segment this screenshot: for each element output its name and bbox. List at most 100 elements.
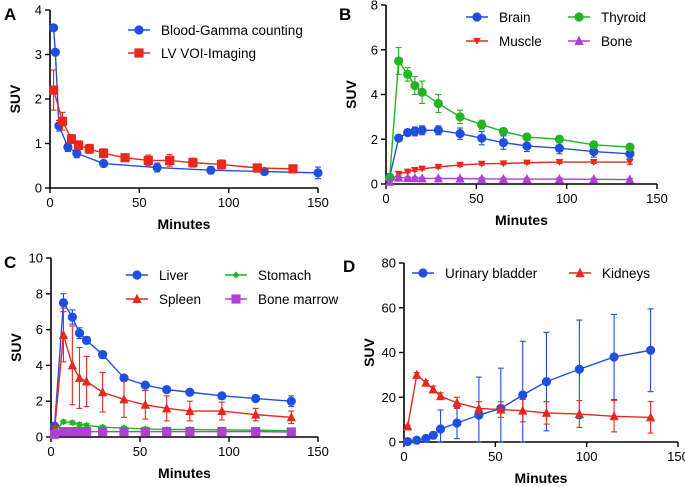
y-tick-label: 3	[35, 47, 42, 62]
data-point	[474, 403, 484, 413]
y-tick-label: 8	[371, 0, 378, 13]
data-point	[48, 23, 59, 33]
y-tick-label: 60	[382, 300, 396, 315]
panel-d: D 0 50 100 150 0 20 40 60 80 Minutes SUV Urinary bla…	[343, 256, 685, 487]
data-point	[403, 421, 413, 431]
x-tick-label: 50	[132, 195, 146, 210]
panel-label: B	[339, 5, 351, 24]
series-thyroid	[385, 46, 635, 184]
legend-label: Stomach	[258, 268, 311, 283]
data-point	[554, 173, 565, 184]
data-point	[589, 174, 599, 184]
data-point	[518, 390, 528, 400]
data-point	[217, 427, 227, 437]
y-tick-label: 80	[382, 256, 396, 271]
data-point	[646, 345, 656, 355]
legend-marker	[134, 48, 144, 58]
data-point	[82, 376, 92, 386]
legend-entry-spleen: Spleen	[126, 292, 201, 307]
x-tick-label: 150	[667, 449, 685, 464]
legend-marker	[473, 37, 481, 45]
series-line	[53, 300, 292, 427]
data-point	[496, 404, 506, 414]
data-point	[58, 298, 69, 308]
legend-label: Brain	[499, 10, 531, 25]
y-tick-label: 40	[382, 345, 396, 360]
y-axis-title: SUV	[361, 337, 377, 366]
y-tick-label: 2	[371, 132, 378, 147]
data-point	[410, 80, 420, 91]
data-point	[555, 158, 564, 166]
x-tick-label: 0	[47, 444, 54, 459]
data-point	[417, 173, 427, 183]
data-point	[119, 427, 129, 437]
data-point	[403, 436, 413, 447]
data-point	[140, 399, 150, 409]
y-tick-label: 20	[382, 390, 396, 405]
legend-label: Blood-Gamma counting	[161, 23, 303, 38]
data-point	[435, 390, 446, 401]
data-point	[410, 172, 420, 183]
data-point	[574, 408, 584, 419]
legend-label: Spleen	[159, 292, 201, 307]
data-point	[217, 405, 227, 416]
data-point	[99, 158, 109, 169]
data-point	[82, 427, 92, 437]
data-point	[625, 142, 635, 152]
legend-entry-bone: Bone	[568, 34, 633, 49]
panel-c: C 0 50 100 150 0 2 4 6 8 10 Minutes SUV Liver Spleen St…	[4, 251, 339, 482]
y-tick-label: 2	[35, 92, 42, 107]
x-tick-label: 150	[646, 191, 668, 206]
data-point	[84, 144, 94, 154]
legend-label: Kidneys	[602, 266, 650, 281]
data-point	[165, 155, 175, 166]
data-point	[574, 364, 584, 374]
y-tick-label: 4	[35, 3, 42, 18]
data-point	[499, 160, 508, 168]
x-tick-label: 0	[382, 191, 389, 206]
x-axis-title: Minutes	[495, 212, 548, 228]
data-point	[385, 176, 395, 186]
legend-entry-bone-marrow: Bone marrow	[225, 292, 339, 307]
data-point	[403, 168, 412, 176]
series-bone-marrow	[49, 427, 296, 439]
data-point	[251, 427, 261, 437]
data-point	[452, 397, 462, 407]
legend-entry-stomach: Stomach	[225, 268, 311, 283]
panel-label: C	[4, 253, 16, 272]
data-point	[523, 159, 531, 167]
data-point	[541, 407, 552, 417]
legend-entry-liver: Liver	[126, 268, 189, 283]
data-point	[152, 162, 162, 173]
y-axis-title: SUV	[8, 332, 24, 361]
data-point	[188, 158, 198, 168]
data-point	[286, 427, 296, 437]
data-point	[143, 155, 153, 166]
data-point	[456, 161, 464, 169]
data-point	[286, 412, 296, 422]
y-tick-label: 2	[36, 394, 43, 409]
y-tick-label: 6	[36, 322, 43, 337]
data-point	[625, 174, 635, 184]
data-point	[185, 387, 195, 397]
x-tick-label: 100	[556, 191, 578, 206]
data-point	[609, 352, 619, 362]
y-tick-label: 0	[371, 177, 378, 192]
legend-label: Muscle	[499, 34, 542, 49]
data-point	[455, 129, 465, 139]
data-point	[73, 140, 84, 150]
x-axis-title: Minutes	[158, 465, 211, 481]
data-point	[98, 350, 108, 360]
x-tick-label: 0	[400, 449, 407, 464]
y-tick-label: 4	[371, 87, 378, 102]
y-tick-label: 8	[36, 286, 43, 301]
y-tick-label: 4	[36, 358, 43, 373]
data-point	[477, 133, 487, 143]
data-point	[421, 433, 431, 444]
data-point	[498, 173, 509, 184]
data-point	[74, 328, 85, 338]
data-point	[50, 47, 60, 57]
data-point	[74, 372, 85, 382]
data-point	[119, 373, 129, 383]
